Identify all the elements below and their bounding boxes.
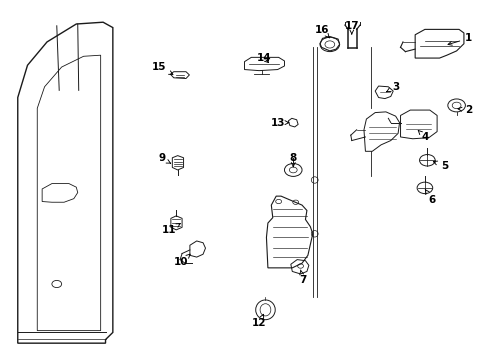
Text: 3: 3: [386, 82, 399, 92]
Text: 8: 8: [289, 153, 296, 167]
Text: 14: 14: [256, 53, 271, 63]
Text: 1: 1: [447, 33, 471, 45]
Text: 12: 12: [251, 314, 266, 328]
Text: 15: 15: [152, 62, 173, 75]
Text: 7: 7: [299, 270, 306, 285]
Text: 13: 13: [270, 118, 288, 128]
Text: 5: 5: [432, 161, 447, 171]
Text: 9: 9: [158, 153, 170, 163]
Text: 11: 11: [162, 224, 180, 235]
Text: 4: 4: [417, 130, 427, 142]
Text: 2: 2: [457, 105, 471, 115]
Text: 16: 16: [315, 25, 329, 38]
Text: 10: 10: [174, 254, 190, 267]
Text: 6: 6: [425, 189, 435, 205]
Text: 17: 17: [344, 21, 358, 34]
